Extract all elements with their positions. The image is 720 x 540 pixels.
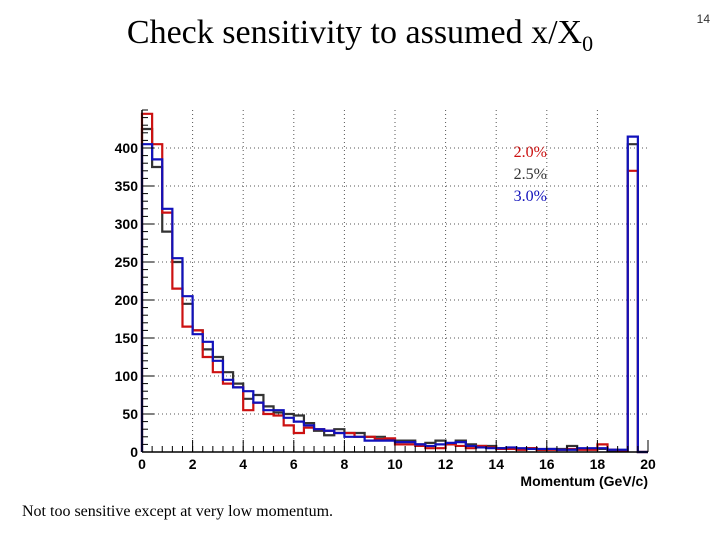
x-tick-label: 8 bbox=[341, 456, 349, 472]
y-tick-label: 250 bbox=[115, 254, 139, 270]
legend-entry: 3.0% bbox=[514, 188, 547, 205]
y-tick-label: 400 bbox=[115, 140, 139, 156]
slide-caption: Not too sensitive except at very low mom… bbox=[22, 503, 334, 520]
x-tick-label: 12 bbox=[438, 456, 454, 472]
legend: 2.0% 2.5% 3.0% bbox=[514, 144, 547, 205]
x-axis-title: Momentum (GeV/c) bbox=[520, 473, 648, 489]
slide-title: Check sensitivity to assumed x/X0 bbox=[0, 14, 720, 57]
y-tick-label: 200 bbox=[115, 292, 139, 308]
x-tick-label: 0 bbox=[138, 456, 146, 472]
x-tick-label: 20 bbox=[640, 456, 656, 472]
slide-title-main: Check sensitivity to assumed x/X bbox=[126, 14, 583, 51]
legend-entry: 2.0% bbox=[514, 144, 547, 161]
axes: 0 2 4 6 8 10 12 14 16 18 2005010015020025030035040… bbox=[115, 109, 656, 489]
page-number: 14 bbox=[696, 12, 710, 26]
x-tick-label: 2 bbox=[189, 456, 197, 472]
y-tick-label: 100 bbox=[115, 368, 139, 384]
legend-entry: 2.5% bbox=[514, 166, 547, 183]
x-tick-label: 16 bbox=[539, 456, 555, 472]
slide-title-subscript: 0 bbox=[582, 30, 594, 56]
x-tick-label: 10 bbox=[387, 456, 403, 472]
y-tick-label: 300 bbox=[115, 216, 139, 232]
y-tick-label: 350 bbox=[115, 178, 139, 194]
y-tick-label: 150 bbox=[115, 330, 139, 346]
x-tick-label: 4 bbox=[239, 456, 247, 472]
y-tick-label: 50 bbox=[122, 406, 138, 422]
histogram-3-0pct bbox=[140, 135, 648, 454]
x-tick-label: 14 bbox=[488, 456, 504, 472]
y-tick-label: 0 bbox=[130, 444, 138, 460]
x-tick-label: 18 bbox=[590, 456, 606, 472]
x-tick-label: 6 bbox=[290, 456, 298, 472]
grid-lines bbox=[142, 110, 648, 452]
